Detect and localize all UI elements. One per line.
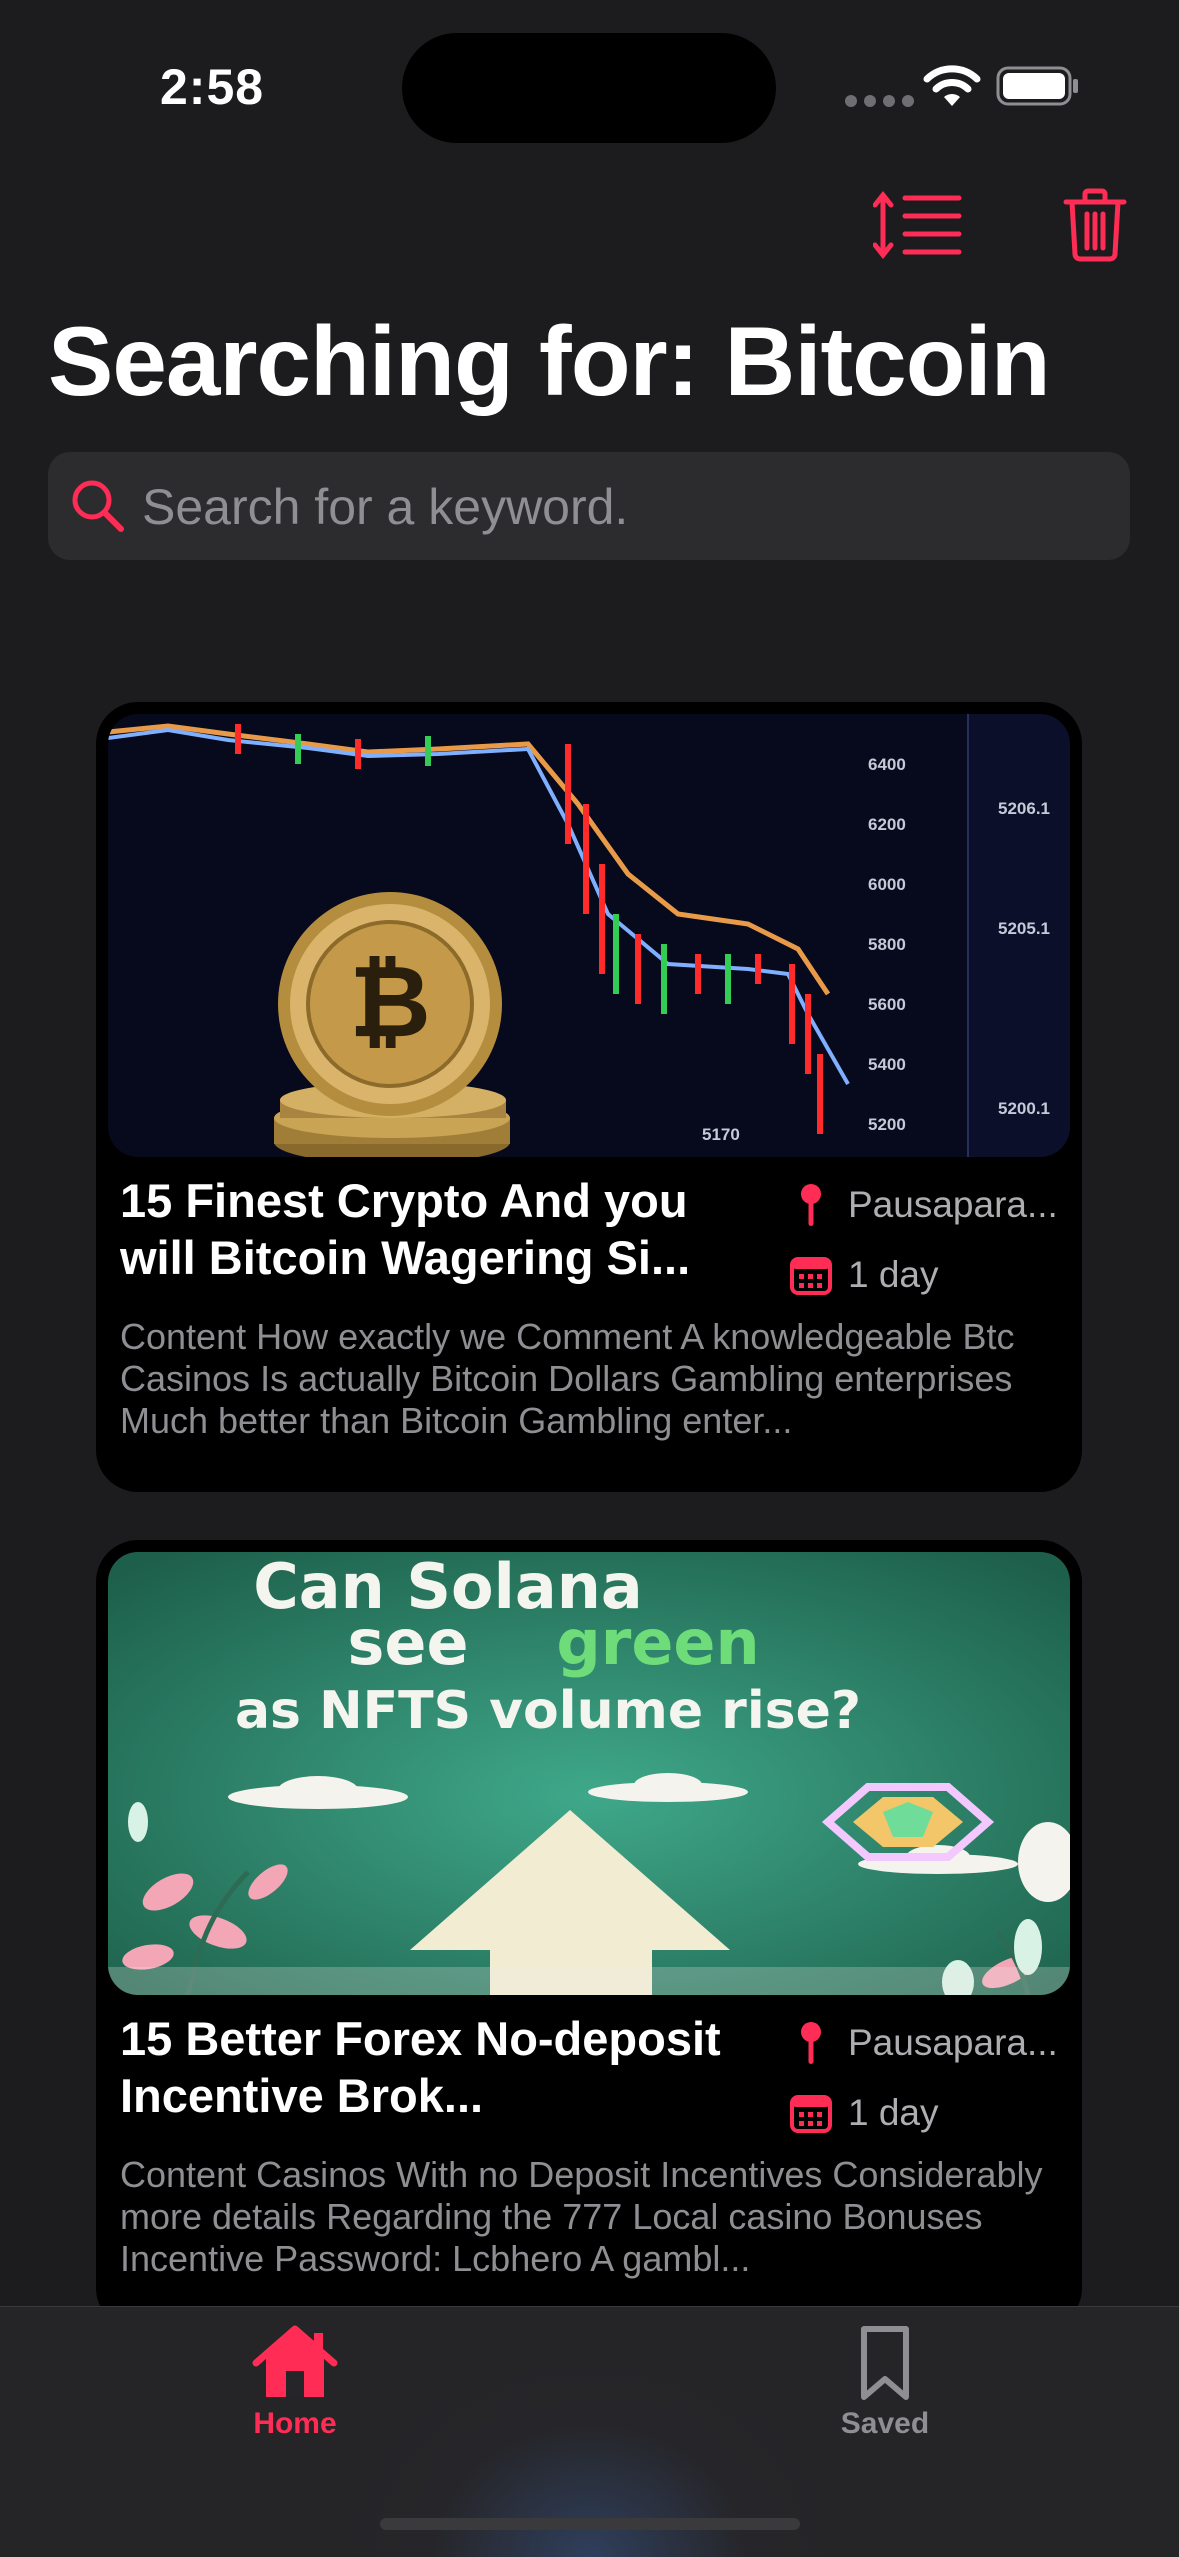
page-title: Searching for: Bitcoin — [48, 306, 1051, 416]
sort-button[interactable] — [868, 185, 968, 265]
article-location: Pausapara... — [786, 1180, 1058, 1230]
tab-home[interactable]: Home — [210, 2325, 380, 2441]
calendar-icon — [786, 2088, 836, 2138]
axis-label: 5200 — [868, 1115, 906, 1134]
price-label: 5170 — [702, 1125, 740, 1144]
article-card[interactable]: Can Solana see green as NFTS volume rise… — [96, 1540, 1082, 2330]
location-text: Pausapara... — [848, 2022, 1058, 2063]
article-image-bitcoin-chart: 6400 6200 6000 5800 5600 5400 5200 5206.… — [108, 714, 1070, 1157]
dynamic-island — [402, 33, 776, 143]
delete-all-button[interactable] — [1055, 182, 1135, 268]
article-description: Content How exactly we Comment A knowled… — [120, 1316, 1015, 1441]
status-bar: 2:58 — [0, 0, 1179, 180]
trash-icon — [1063, 188, 1127, 262]
image-text-line1: Can Solana — [253, 1552, 642, 1623]
article-description: Content Casinos With no Deposit Incentiv… — [120, 2154, 1043, 2279]
axis-label: 5600 — [868, 995, 906, 1014]
axis-label: 5800 — [868, 935, 906, 954]
status-time: 2:58 — [160, 59, 265, 115]
price-label: 5200.1 — [998, 1099, 1050, 1118]
search-icon — [72, 480, 124, 532]
battery-icon — [996, 66, 1078, 106]
article-image-solana-nft: Can Solana see green as NFTS volume rise… — [108, 1552, 1070, 1995]
article-location: Pausapara... — [786, 2018, 1058, 2068]
image-text-line2a: see — [347, 1606, 468, 1679]
price-label: 5206.1 — [998, 799, 1050, 818]
article-card[interactable]: 6400 6200 6000 5800 5600 5400 5200 5206.… — [96, 702, 1082, 1492]
wifi-icon — [923, 65, 981, 106]
bookmark-icon — [861, 2326, 909, 2400]
sort-icon — [873, 190, 962, 260]
tab-bar: Home Saved — [0, 2306, 1179, 2557]
image-text-line3: as NFTS volume rise? — [235, 1681, 861, 1741]
article-title: 15 Finest Crypto And you will Bitcoin Wa… — [120, 1174, 691, 1284]
axis-label: 5400 — [868, 1055, 906, 1074]
search-input[interactable] — [140, 452, 1104, 562]
tab-saved-label: Saved — [840, 2407, 930, 2440]
svg-text:₿: ₿ — [349, 946, 431, 1058]
cellular-signal-icon — [845, 95, 914, 107]
article-date: 1 day — [786, 2088, 939, 2138]
date-text: 1 day — [848, 2092, 939, 2133]
price-label: 5205.1 — [998, 919, 1050, 938]
axis-label: 6000 — [868, 875, 906, 894]
search-bar[interactable] — [48, 452, 1130, 562]
axis-label: 6400 — [868, 755, 906, 774]
article-date: 1 day — [786, 1250, 939, 1300]
pin-icon — [786, 1180, 836, 1230]
tab-home-label: Home — [253, 2407, 337, 2440]
pin-icon — [786, 2018, 836, 2068]
calendar-icon — [786, 1250, 836, 1300]
image-text-line2b: green — [556, 1606, 759, 1679]
home-indicator — [380, 2518, 800, 2530]
house-icon — [252, 2325, 338, 2397]
axis-label: 6200 — [868, 815, 906, 834]
location-text: Pausapara... — [848, 1184, 1058, 1225]
tab-saved[interactable]: Saved — [800, 2325, 970, 2441]
article-title: 15 Better Forex No-deposit Incentive Bro… — [120, 2012, 721, 2122]
date-text: 1 day — [848, 1254, 939, 1295]
